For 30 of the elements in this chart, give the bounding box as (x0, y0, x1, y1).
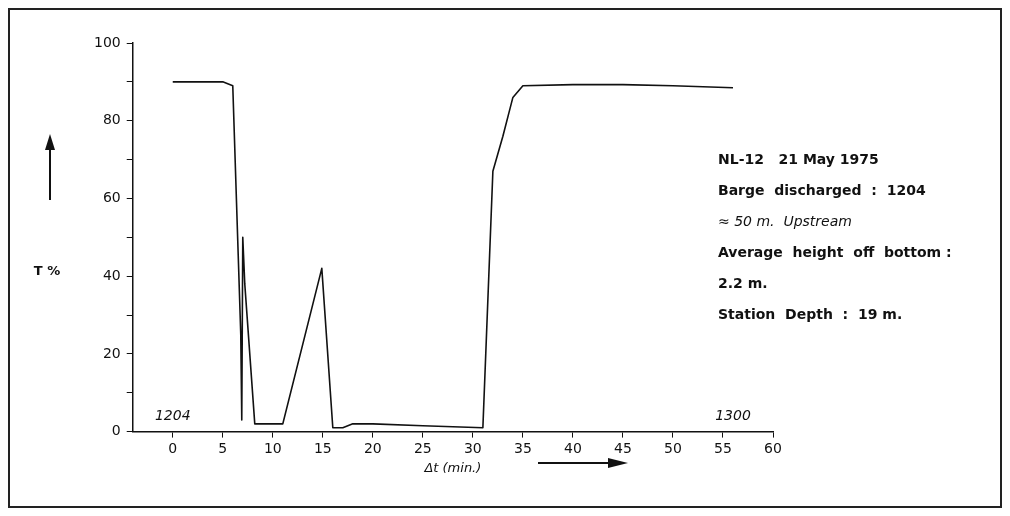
x-tick-label: 45 (614, 439, 632, 456)
x-tick-label: 10 (263, 439, 282, 456)
x-tick-label: 20 (363, 439, 382, 456)
x-tick-label: 15 (313, 439, 332, 456)
x-tick-label: 60 (764, 439, 782, 456)
y-tick-label: 40 (102, 266, 121, 283)
x-axis-title: Δt (min.) (423, 459, 482, 475)
y-tick-label: 20 (102, 344, 121, 361)
y-tick-label: 0 (111, 422, 121, 439)
y-axis-title: T % (33, 263, 61, 279)
x-tick-label: 25 (413, 439, 432, 456)
x-tick-label: 0 (168, 439, 178, 456)
annotation: Average height off bottom : (718, 243, 952, 260)
annotation: Station Depth : 19 m. (718, 305, 903, 322)
x-tick-label: 35 (513, 439, 532, 456)
frame: Δt (min.) 0 5 10 15 20 25 30 35 40 45 50 55 60 0 20 40 60 80 100 1204 1300 NL-12 21 May 1975 Barge discharged : 1204 ≈ 50 m. Upstream Average height off bottom : 2.2 m. Station Depth : 19 m. T % (8, 8, 1002, 508)
y-tick-label: 60 (102, 189, 121, 206)
x-tick-label: 30 (463, 439, 482, 456)
annotation: NL-12 21 May 1975 (718, 150, 879, 167)
annotation: 2.2 m. (718, 274, 768, 291)
x-tick-label: 5 (218, 439, 228, 456)
x-tick-label: 55 (714, 439, 732, 456)
annotation: 1204 (154, 407, 191, 424)
annotation: Barge discharged : 1204 (718, 181, 926, 198)
y-tick-label: 80 (102, 111, 121, 128)
x-tick-label: 50 (664, 439, 682, 456)
x-tick-label: 40 (564, 439, 582, 456)
annotation: ≈ 50 m. Upstream (718, 212, 852, 229)
y-tick-label: 100 (93, 33, 121, 50)
annotation: 1300 (715, 407, 751, 424)
